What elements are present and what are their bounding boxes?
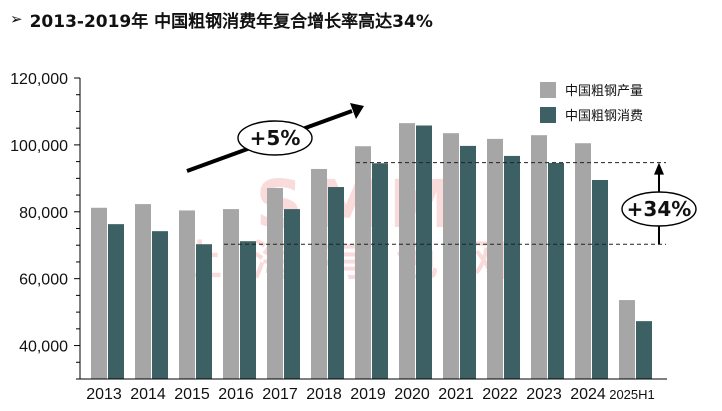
bar-production xyxy=(619,300,635,379)
bar-production xyxy=(267,188,283,379)
bar-production xyxy=(531,135,547,379)
y-tick-label: 40,000 xyxy=(19,339,68,356)
chart-title-text: 2013-2019年 中国粗钢消费年复合增长率高达34% xyxy=(29,11,433,32)
x-tick-label: 2019 xyxy=(350,386,386,403)
bar-production xyxy=(399,123,415,380)
y-tick-label: 60,000 xyxy=(19,272,68,289)
annotations: +5% +34% xyxy=(186,103,697,245)
bar-consumption xyxy=(284,209,300,379)
x-tick-label: 2015 xyxy=(174,386,210,403)
x-tick-label: 2018 xyxy=(306,386,342,403)
growth-arrowhead xyxy=(350,103,364,119)
bar-production xyxy=(443,133,459,379)
x-tick-label: 2021 xyxy=(438,386,474,403)
bar-consumption xyxy=(504,155,520,379)
bar-consumption xyxy=(152,231,168,379)
x-tick-label: 2013 xyxy=(86,386,122,403)
bar-consumption xyxy=(460,145,476,379)
x-tick-label: 2017 xyxy=(262,386,298,403)
y-tick-label: 100,000 xyxy=(10,138,68,155)
bar-consumption xyxy=(416,125,432,379)
y-tick-label: 80,000 xyxy=(19,205,68,222)
x-axis: 2013 2014 2015 2016 2017 2018 2019 2020 2021 2022… xyxy=(80,378,667,403)
legend-swatch xyxy=(540,82,556,98)
x-tick-label: 2023 xyxy=(526,386,562,403)
bar-production xyxy=(487,138,503,379)
legend-label: 中国粗钢产量 xyxy=(565,84,643,99)
bar-consumption xyxy=(636,321,652,379)
growth-label-ellipse xyxy=(237,120,313,156)
y-axis: 40,000 60,000 80,000 100,000 120,000 xyxy=(10,71,81,380)
bar-consumption xyxy=(592,180,608,379)
bar-production xyxy=(355,146,371,379)
bar-production xyxy=(223,209,239,379)
x-tick-label: 2016 xyxy=(218,386,254,403)
bar-consumption xyxy=(548,162,564,379)
bar-consumption xyxy=(108,224,124,379)
x-tick-label: 2025H1 xyxy=(609,387,655,402)
x-tick-label: 2022 xyxy=(482,386,518,403)
bar-production xyxy=(91,207,107,379)
bars xyxy=(91,123,652,380)
chart-title: ➢ 2013-2019年 中国粗钢消费年复合增长率高达34% xyxy=(10,6,433,32)
y-tick-label: 120,000 xyxy=(10,71,68,88)
legend-label: 中国粗钢消费 xyxy=(565,109,643,124)
bar-consumption xyxy=(240,241,256,379)
gap-label: +34% xyxy=(627,197,692,221)
gap-label-ellipse xyxy=(621,191,697,227)
bar-consumption xyxy=(372,163,388,379)
x-tick-label: 2014 xyxy=(130,386,166,403)
bar-consumption xyxy=(328,187,344,379)
x-tick-label: 2024 xyxy=(570,386,606,403)
gap-arrowhead xyxy=(654,162,664,175)
bar-consumption xyxy=(196,244,212,379)
legend-swatch xyxy=(540,107,556,123)
bar-production xyxy=(311,168,327,379)
bar-production xyxy=(179,210,195,379)
x-tick-label: 2020 xyxy=(394,386,430,403)
growth-label: +5% xyxy=(250,126,301,150)
title-marker-icon: ➢ xyxy=(10,10,23,28)
bar-production xyxy=(135,204,151,379)
bar-production xyxy=(575,143,591,379)
